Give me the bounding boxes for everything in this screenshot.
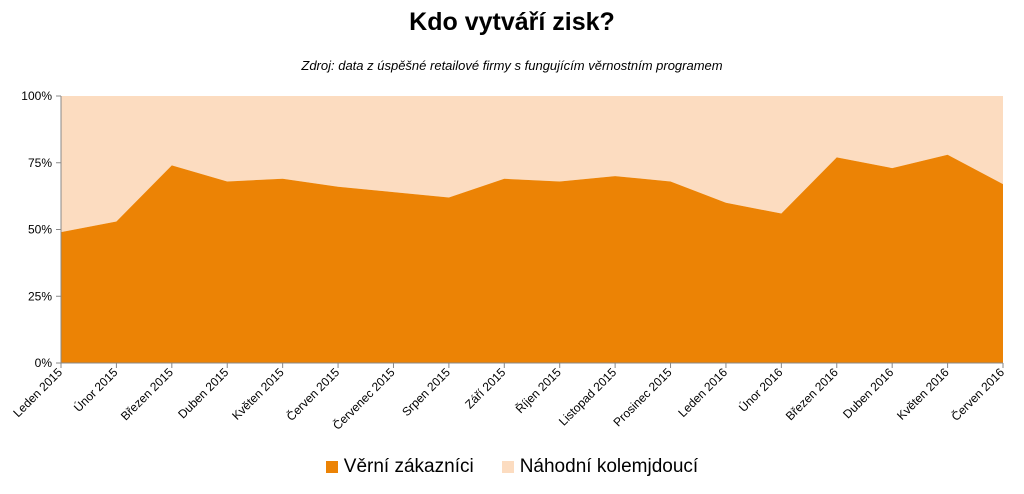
legend-label-random: Náhodní kolemjdoucí	[519, 456, 699, 477]
x-tick-label: Červen 2016	[948, 364, 1007, 423]
x-tick-label: Leden 2015	[10, 365, 65, 420]
chart-title: Kdo vytváří zisk?	[409, 8, 615, 36]
x-tick-label: Březen 2016	[783, 365, 841, 423]
x-tick-label: Březen 2015	[118, 365, 176, 423]
area-series-loyal	[61, 154, 1003, 363]
chart-subtitle: Zdroj: data z úspěšné retailové firmy s …	[301, 58, 723, 73]
x-tick-label: Září 2015	[462, 365, 508, 411]
x-tick-label: Prosinec 2015	[611, 365, 675, 429]
legend: Věrní zákazníci Náhodní kolemjdoucí	[0, 456, 1024, 478]
y-tick-label: 75%	[28, 156, 52, 170]
x-tick-label: Únor 2015	[70, 364, 120, 414]
area-series-random	[61, 96, 1003, 233]
x-tick-label: Květen 2015	[229, 365, 287, 423]
legend-label-loyal: Věrní zákazníci	[343, 456, 474, 477]
legend-item-loyal: Věrní zákazníci	[325, 456, 474, 478]
legend-swatch-random	[501, 461, 514, 473]
y-tick-label: 25%	[28, 289, 52, 303]
y-tick-label: 100%	[21, 89, 52, 103]
legend-item-random: Náhodní kolemjdoucí	[501, 456, 699, 478]
x-tick-label: Duben 2015	[175, 365, 231, 421]
x-tick-label: Květen 2016	[894, 365, 952, 423]
x-tick-label: Srpen 2015	[399, 365, 453, 419]
x-tick-label: Únor 2016	[735, 364, 785, 414]
x-tick-label: Leden 2016	[675, 365, 730, 420]
legend-swatch-loyal	[325, 461, 338, 473]
x-tick-label: Říjen 2015	[512, 364, 564, 416]
x-tick-label: Duben 2016	[840, 365, 896, 421]
y-tick-label: 0%	[35, 356, 53, 370]
y-tick-label: 50%	[28, 223, 52, 237]
x-tick-label: Červen 2015	[283, 364, 342, 423]
